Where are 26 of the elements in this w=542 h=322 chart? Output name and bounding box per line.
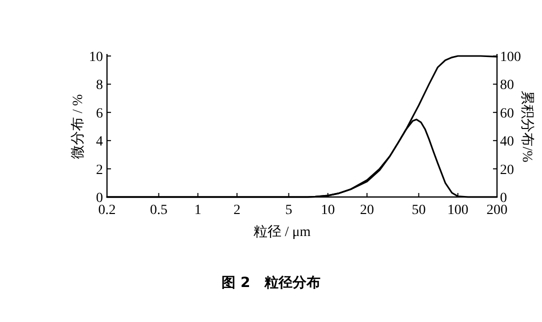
x-tick-label: 100 (447, 203, 468, 218)
x-tick-label: 50 (412, 203, 426, 218)
x-tick-label: 0.5 (150, 203, 168, 218)
y2-tick-label: 100 (500, 50, 521, 65)
y2-axis-title: 累积分布/% (519, 90, 535, 163)
x-tick-label: 20 (360, 203, 374, 218)
y2-tick-label: 0 (500, 191, 507, 206)
y2-tick-label: 80 (500, 78, 514, 94)
y2-tick-label: 20 (500, 162, 514, 178)
x-tick-label: 10 (320, 203, 335, 218)
x-tick-label: 1 (194, 203, 202, 218)
y-axis-title: 微分布 / % (70, 94, 86, 159)
y2-tick-label: 40 (500, 134, 514, 150)
x-axis-title: 粒径 / μm (253, 224, 311, 240)
y-tick-label: 4 (96, 134, 103, 150)
y-tick-label: 8 (96, 78, 103, 94)
y-tick-label: 10 (89, 50, 103, 65)
y-tick-label: 0 (96, 191, 103, 206)
x-tick-label: 200 (486, 203, 508, 218)
x-tick-label: 0.2 (98, 203, 116, 218)
y2-tick-label: 60 (500, 106, 514, 122)
y-tick-label: 2 (96, 162, 103, 178)
x-tick-label: 2 (234, 203, 240, 218)
text: 图 2 粒径分布 (222, 275, 320, 291)
x-tick-label: 5 (285, 203, 292, 218)
y-tick-label: 6 (96, 106, 103, 122)
